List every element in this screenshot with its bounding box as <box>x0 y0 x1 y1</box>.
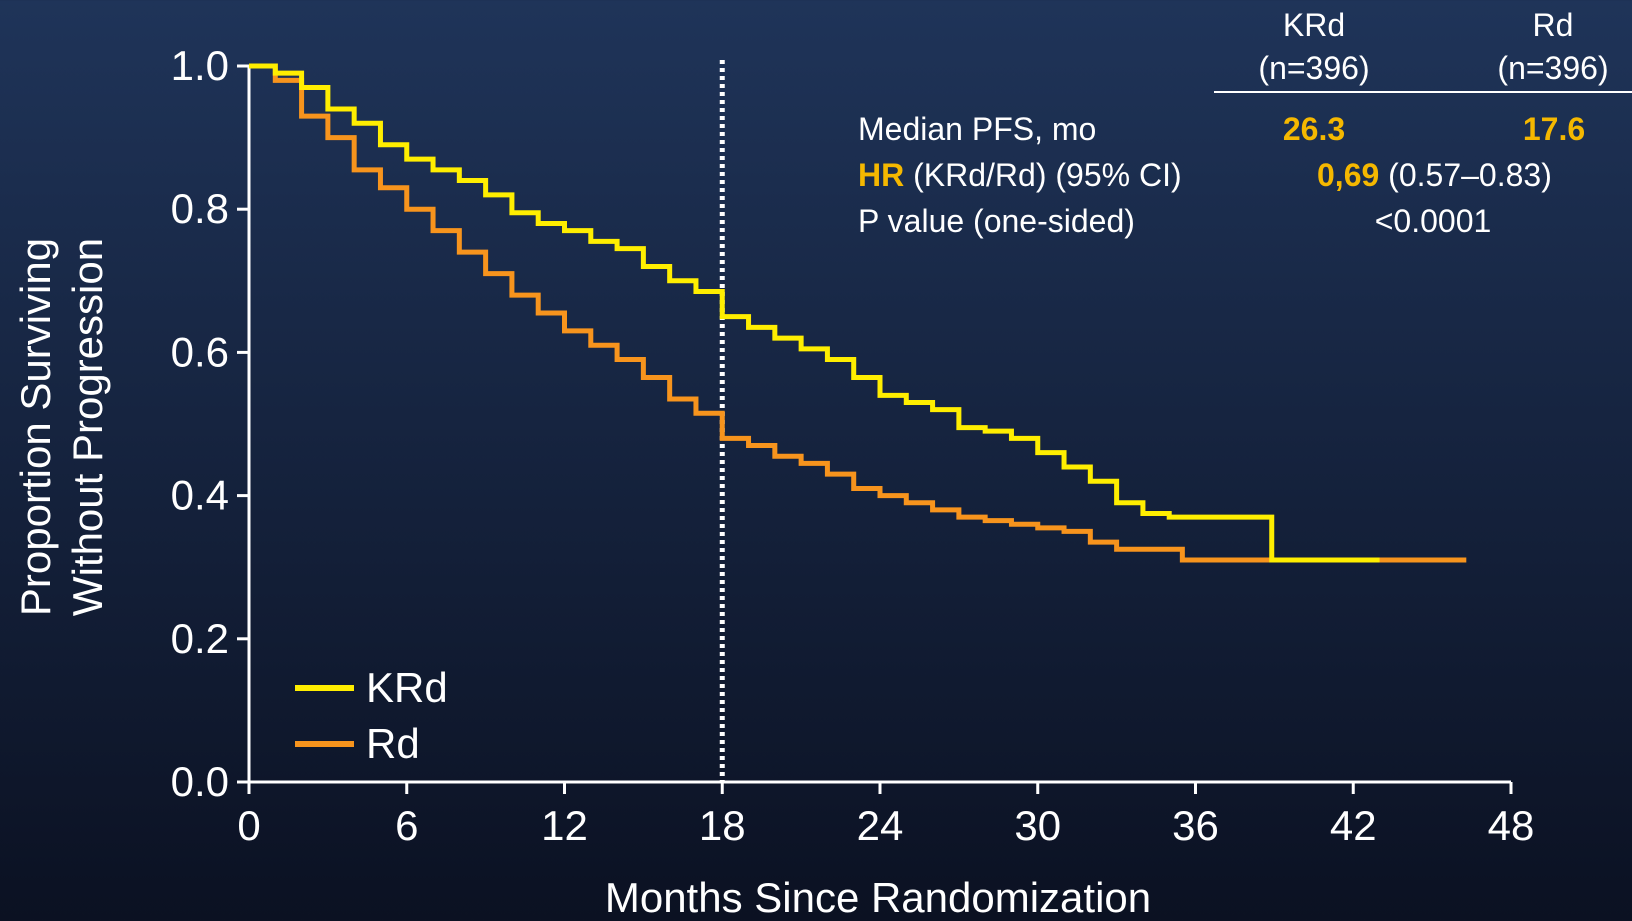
cell-highlight: 0,69 <box>1317 157 1379 193</box>
km-curve <box>249 63 1380 563</box>
cell: <0.0001 <box>1375 203 1492 239</box>
row-label: Median PFS, mo <box>858 111 1096 147</box>
column-header: (n=396) <box>1258 50 1369 86</box>
column-header: (n=396) <box>1497 50 1608 86</box>
cell: 17.6 <box>1523 111 1585 147</box>
y-tick-label: 0.2 <box>171 615 229 662</box>
x-tick-label: 12 <box>541 802 588 849</box>
row-label: HR (KRd/Rd) (95% CI) <box>858 157 1182 193</box>
x-tick-label: 36 <box>1172 802 1219 849</box>
y-tick-label: 0.4 <box>171 472 229 519</box>
y-tick-label: 1.0 <box>171 42 229 89</box>
y-axis-label: Proportion Surviving <box>12 238 59 616</box>
x-tick-label: 0 <box>237 802 260 849</box>
cell: 26.3 <box>1283 111 1345 147</box>
row-label: (KRd/Rd) (95% CI) <box>904 157 1181 193</box>
y-tick-label: 0.6 <box>171 328 229 375</box>
km-curve <box>249 63 1467 563</box>
column-header: Rd <box>1533 7 1574 43</box>
x-tick-label: 18 <box>699 802 746 849</box>
y-tick-label: 0.0 <box>171 758 229 805</box>
cell: (0.57–0.83) <box>1379 157 1552 193</box>
x-tick-label: 48 <box>1488 802 1535 849</box>
x-tick-label: 30 <box>1014 802 1061 849</box>
column-header: KRd <box>1283 7 1345 43</box>
legend-label: Rd <box>366 720 420 767</box>
x-tick-label: 6 <box>395 802 418 849</box>
x-tick-label: 42 <box>1330 802 1377 849</box>
x-tick-label: 24 <box>857 802 904 849</box>
y-tick-label: 0.8 <box>171 185 229 232</box>
legend-label: KRd <box>366 664 448 711</box>
row-label: P value (one-sided) <box>858 203 1135 239</box>
x-axis-label: Months Since Randomization <box>605 874 1151 921</box>
row-label-highlight: HR <box>858 157 904 193</box>
cell: 0,69 (0.57–0.83) <box>1317 157 1552 193</box>
y-axis-label: Without Progression <box>64 238 111 616</box>
